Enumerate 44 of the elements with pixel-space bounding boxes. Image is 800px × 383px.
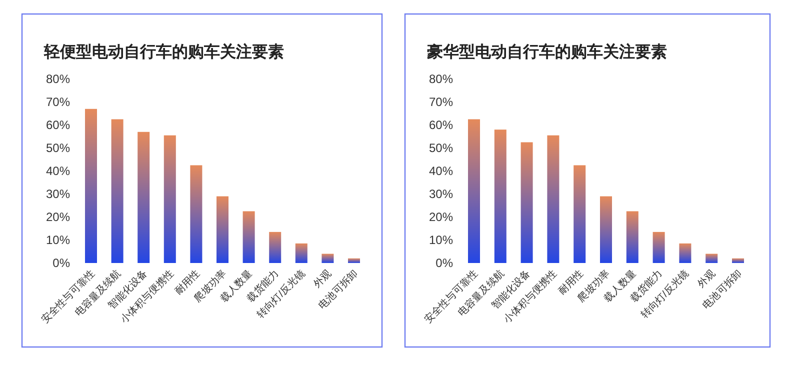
y-tick-label: 60% (46, 118, 70, 132)
x-tick-label: 外观 (312, 268, 334, 290)
y-tick-label: 10% (428, 233, 454, 247)
y-tick-label: 10% (46, 233, 70, 247)
bar (348, 258, 360, 263)
bar (626, 211, 638, 263)
y-tick-label: 0% (52, 256, 70, 270)
bar (732, 258, 744, 263)
bar (574, 165, 586, 263)
bar (520, 142, 533, 263)
y-tick-label: 80% (428, 72, 454, 86)
bar (706, 254, 718, 263)
y-tick-label: 30% (428, 187, 454, 201)
x-tick-label: 外观 (696, 268, 718, 290)
bar (600, 196, 612, 263)
y-tick-label: 70% (46, 95, 70, 109)
bar (138, 132, 150, 263)
chart-title: 豪华型电动自行车的购车关注要素 (426, 43, 667, 61)
chart-title: 轻便型电动自行车的购车关注要素 (43, 43, 284, 61)
bar (679, 243, 692, 263)
y-tick-label: 70% (428, 95, 454, 109)
bar (216, 196, 228, 263)
bar (164, 135, 176, 263)
y-tick-label: 80% (46, 72, 70, 86)
bar (547, 135, 560, 263)
y-tick-label: 20% (46, 210, 70, 224)
y-tick-label: 20% (428, 210, 454, 224)
bar (295, 243, 308, 263)
bar (322, 254, 334, 263)
bar (111, 119, 124, 263)
bar (269, 232, 282, 263)
y-tick-label: 40% (428, 164, 454, 178)
bar (652, 232, 665, 263)
y-tick-label: 0% (436, 256, 454, 270)
bar (85, 108, 97, 263)
bar (494, 130, 506, 263)
bar (468, 119, 480, 263)
y-tick-label: 30% (46, 187, 70, 201)
bar (190, 165, 202, 263)
bar (242, 211, 255, 263)
y-tick-label: 60% (428, 118, 454, 132)
y-tick-label: 50% (46, 141, 70, 155)
y-tick-label: 50% (428, 141, 454, 155)
y-tick-label: 40% (46, 164, 70, 178)
